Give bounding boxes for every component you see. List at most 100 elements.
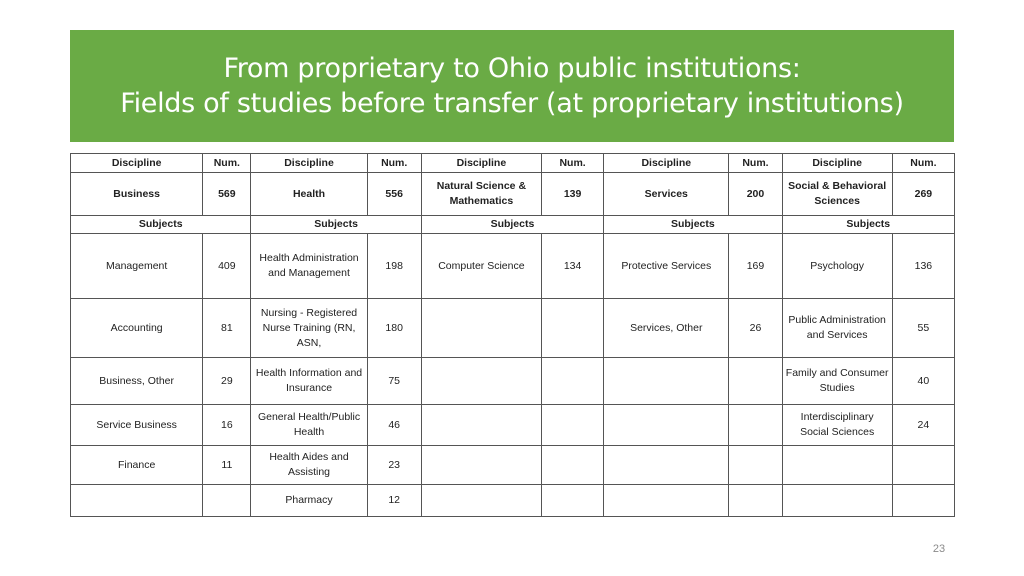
subject-num: 12	[366, 484, 422, 517]
subject-name	[420, 445, 543, 485]
subject-name	[420, 298, 543, 358]
discipline-name: Social & Behavioral Sciences	[781, 172, 893, 216]
discipline-num: 139	[541, 172, 605, 216]
subject-num: 180	[366, 298, 422, 358]
subject-num	[541, 445, 605, 485]
subject-name: Health Administration and Management	[250, 233, 368, 299]
header-num: Num.	[891, 153, 956, 173]
subject-num: 29	[202, 357, 252, 405]
subject-name	[69, 484, 204, 517]
subject-num: 136	[891, 233, 956, 299]
subject-num: 26	[728, 298, 783, 358]
discipline-num: 200	[728, 172, 783, 216]
subject-num: 134	[541, 233, 605, 299]
title-line-2: Fields of studies before transfer (at pr…	[120, 88, 904, 119]
subject-name: Health Aides and Assisting	[250, 445, 368, 485]
subject-row: Management 409 Health Administration and M…	[69, 233, 956, 299]
subject-num	[202, 484, 252, 517]
subject-name	[603, 484, 730, 517]
subject-name: Public Administration and Services	[781, 298, 893, 358]
subject-name	[603, 404, 730, 446]
header-num: Num.	[202, 153, 252, 173]
discipline-name: Natural Science & Mathematics	[420, 172, 543, 216]
subject-num: 409	[202, 233, 252, 299]
subject-row: Finance 11 Health Aides and Assisting 23	[69, 445, 956, 485]
title-banner: From proprietary to Ohio public institut…	[70, 30, 954, 142]
subject-name: Pharmacy	[250, 484, 368, 517]
discipline-name: Business	[69, 172, 204, 216]
header-discipline: Discipline	[250, 153, 368, 173]
subject-name: Health Information and Insurance	[250, 357, 368, 405]
subject-num	[728, 357, 783, 405]
subject-name	[781, 484, 893, 517]
header-discipline: Discipline	[420, 153, 543, 173]
discipline-num: 569	[202, 172, 252, 216]
header-discipline: Discipline	[69, 153, 204, 173]
header-num: Num.	[366, 153, 422, 173]
subject-num	[541, 298, 605, 358]
header-row: Discipline Num. Discipline Num. Discipli…	[69, 153, 956, 173]
subject-num: 46	[366, 404, 422, 446]
subject-rows: Management 409 Health Administration and M…	[69, 233, 956, 517]
subject-name: Business, Other	[69, 357, 204, 405]
subject-name: General Health/Public Health	[250, 404, 368, 446]
subject-name	[603, 357, 730, 405]
header-discipline: Discipline	[781, 153, 893, 173]
discipline-num: 269	[891, 172, 956, 216]
subject-num: 24	[891, 404, 956, 446]
subject-row: Business, Other 29 Health Information and …	[69, 357, 956, 405]
header-num: Num.	[728, 153, 783, 173]
page-number: 23	[932, 543, 946, 555]
subject-name: Family and Consumer Studies	[781, 357, 893, 405]
subject-num: 16	[202, 404, 252, 446]
subject-num: 23	[366, 445, 422, 485]
subject-name: Protective Services	[603, 233, 730, 299]
subject-row: Pharmacy 12	[69, 484, 956, 517]
subject-name: Accounting	[69, 298, 204, 358]
subject-num	[541, 484, 605, 517]
subject-row: Accounting 81 Nursing - Registered Nurse T…	[69, 298, 956, 358]
subject-name: Nursing - Registered Nurse Training (RN,…	[250, 298, 368, 358]
subject-name: Finance	[69, 445, 204, 485]
fields-of-study-table: Discipline Num. Discipline Num. Discipli…	[69, 153, 956, 517]
subjects-label: Subjects	[250, 215, 422, 234]
header-discipline: Discipline	[603, 153, 730, 173]
subject-row: Service Business 16 General Health/Public …	[69, 404, 956, 446]
subject-num: 11	[202, 445, 252, 485]
subject-name	[420, 357, 543, 405]
subject-num	[541, 404, 605, 446]
subject-name: Services, Other	[603, 298, 730, 358]
subject-name	[420, 484, 543, 517]
subjects-label: Subjects	[781, 215, 956, 234]
subject-name	[781, 445, 893, 485]
subjects-label: Subjects	[69, 215, 252, 234]
discipline-name: Services	[603, 172, 730, 216]
subject-num: 55	[891, 298, 956, 358]
subject-num	[728, 484, 783, 517]
subject-num	[891, 445, 956, 485]
header-num: Num.	[541, 153, 605, 173]
discipline-num: 556	[366, 172, 422, 216]
subject-name	[420, 404, 543, 446]
subjects-label: Subjects	[420, 215, 605, 234]
subject-num: 40	[891, 357, 956, 405]
subject-num: 75	[366, 357, 422, 405]
subject-num	[891, 484, 956, 517]
subject-num	[541, 357, 605, 405]
subject-name: Service Business	[69, 404, 204, 446]
discipline-row: Business 569 Health 556 Natural Science …	[69, 172, 956, 216]
subject-name: Management	[69, 233, 204, 299]
subject-num: 81	[202, 298, 252, 358]
subject-name	[603, 445, 730, 485]
subject-name: Interdisciplinary Social Sciences	[781, 404, 893, 446]
subjects-label: Subjects	[603, 215, 783, 234]
subjects-label-row: Subjects Subjects Subjects Subjects Subj…	[69, 215, 956, 234]
subject-num: 169	[728, 233, 783, 299]
title-line-1: From proprietary to Ohio public institut…	[223, 53, 801, 84]
subject-num	[728, 445, 783, 485]
subject-name: Computer Science	[420, 233, 543, 299]
subject-num: 198	[366, 233, 422, 299]
subject-num	[728, 404, 783, 446]
subject-name: Psychology	[781, 233, 893, 299]
discipline-name: Health	[250, 172, 368, 216]
